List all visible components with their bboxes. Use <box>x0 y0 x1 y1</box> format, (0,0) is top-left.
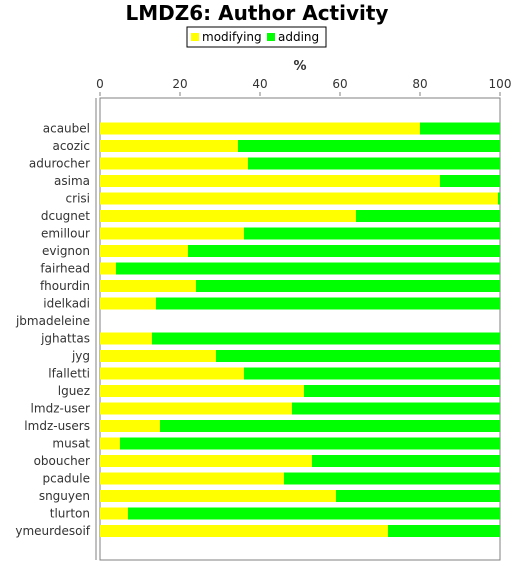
legend-swatch-adding <box>267 33 275 41</box>
category-label: adurocher <box>29 157 90 171</box>
x-tick-label: 60 <box>332 77 347 91</box>
category-label: lguez <box>58 384 90 398</box>
bar-adding <box>116 262 500 275</box>
x-tick-label: 100 <box>489 77 512 91</box>
category-label: jghattas <box>40 332 90 346</box>
bar-adding <box>388 525 500 537</box>
bar-adding <box>188 245 500 257</box>
bar-adding <box>304 385 500 397</box>
bar-modifying <box>100 192 498 205</box>
bar-adding <box>356 210 500 222</box>
bar-modifying <box>100 507 128 520</box>
bar-modifying <box>100 210 356 222</box>
bar-modifying <box>100 122 420 135</box>
category-label: dcugnet <box>41 209 90 223</box>
bar-adding <box>128 507 500 520</box>
category-label: musat <box>52 437 90 451</box>
bar-modifying <box>100 297 156 310</box>
bar-adding <box>498 192 500 205</box>
bar-modifying <box>100 227 244 240</box>
legend: modifying adding <box>186 26 327 48</box>
category-label: acaubel <box>43 122 90 136</box>
category-label: idelkadi <box>43 297 90 311</box>
bar-modifying <box>100 280 196 292</box>
x-tick-label: 40 <box>252 77 267 91</box>
category-label: snguyen <box>39 489 90 503</box>
bar-modifying <box>100 402 292 415</box>
bar-adding <box>284 472 500 485</box>
category-label: jyg <box>71 349 90 363</box>
x-tick-label: 20 <box>172 77 187 91</box>
bar-modifying <box>100 367 244 380</box>
category-label: fhourdin <box>40 279 90 293</box>
bar-adding <box>196 280 500 292</box>
bar-modifying <box>100 332 152 345</box>
category-label: emillour <box>41 227 90 241</box>
category-label: tlurton <box>50 507 90 521</box>
bar-modifying <box>100 140 238 152</box>
category-label: lmdz-user <box>31 402 91 416</box>
bar-modifying <box>100 157 248 170</box>
bar-adding <box>216 350 500 362</box>
bar-modifying <box>100 490 336 502</box>
bar-adding <box>244 227 500 240</box>
bar-modifying <box>100 245 188 257</box>
bar-modifying <box>100 420 160 432</box>
x-tick-label: 0 <box>96 77 104 91</box>
category-label: ymeurdesoif <box>15 524 90 538</box>
bar-modifying <box>100 175 440 187</box>
bar-adding <box>440 175 500 187</box>
bar-modifying <box>100 455 312 467</box>
category-labels: acaubel acozic adurocher asima crisi dcugnet e… <box>15 122 91 539</box>
legend-label-adding: adding <box>278 30 319 44</box>
bar-adding <box>160 420 500 432</box>
bar-adding <box>152 332 500 345</box>
legend-swatch-modifying <box>191 33 199 41</box>
x-axis-ticks: 0 20 40 60 80 100 <box>96 77 511 96</box>
bar-adding <box>156 297 500 310</box>
category-label: acozic <box>52 139 90 153</box>
bar-modifying <box>100 472 284 485</box>
category-label: fairhead <box>40 262 90 276</box>
x-axis-label: % <box>293 59 306 74</box>
legend-frame <box>186 26 327 48</box>
bar-modifying <box>100 525 388 537</box>
chart-title: LMDZ6: Author Activity <box>126 1 389 25</box>
bar-modifying <box>100 385 304 397</box>
bar-adding <box>244 367 500 380</box>
bar-adding <box>420 122 500 135</box>
bar-adding <box>120 437 500 450</box>
bar-modifying <box>100 437 120 450</box>
category-label: evignon <box>42 244 90 258</box>
category-label: pcadule <box>42 472 90 486</box>
bar-adding <box>336 490 500 502</box>
bar-adding <box>238 140 500 152</box>
bars <box>100 122 500 537</box>
category-label: crisi <box>66 192 90 206</box>
category-label: lmdz-users <box>24 419 90 433</box>
category-label: asima <box>54 174 90 188</box>
bar-adding <box>292 402 500 415</box>
bar-adding <box>248 157 500 170</box>
bar-adding <box>312 455 500 467</box>
bar-modifying <box>100 350 216 362</box>
legend-label-modifying: modifying <box>202 30 262 44</box>
category-label: oboucher <box>34 454 90 468</box>
category-label: jbmadeleine <box>15 314 90 328</box>
category-label: lfalletti <box>48 367 90 381</box>
bar-modifying <box>100 262 116 275</box>
x-tick-label: 80 <box>412 77 427 91</box>
